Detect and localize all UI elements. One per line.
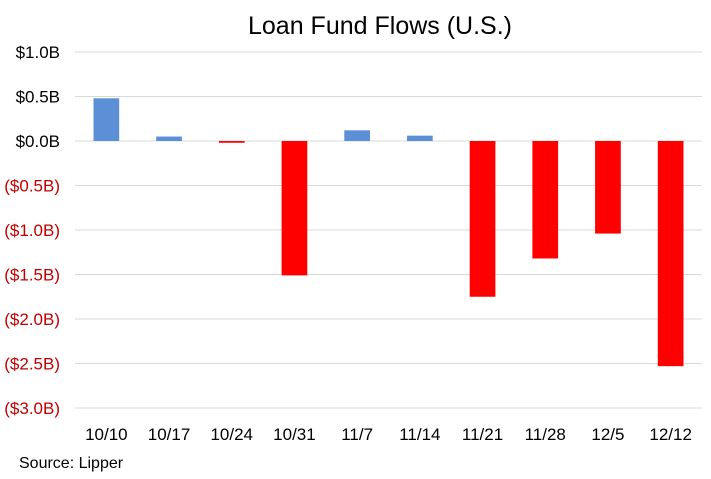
y-tick-label: ($2.0B) — [4, 310, 60, 329]
y-tick-label: $0.0B — [16, 132, 60, 151]
bar — [469, 141, 496, 297]
bar — [156, 136, 182, 141]
bar — [218, 141, 245, 143]
bar — [406, 135, 433, 141]
bar — [532, 141, 559, 259]
x-tick-label: 11/7 — [341, 425, 373, 444]
x-tick-label: 10/24 — [210, 425, 253, 444]
bar — [93, 98, 120, 141]
x-tick-label: 11/28 — [525, 425, 566, 444]
x-tick-label: 10/17 — [148, 425, 191, 444]
bar — [657, 141, 684, 367]
y-tick-label: ($1.0B) — [4, 221, 60, 240]
y-tick-label: $0.5B — [16, 88, 60, 107]
y-axis-tick-labels: $1.0B $0.5B $0.0B ($0.5B) ($1.0B) ($1.5B) ($2.… — [4, 43, 60, 418]
y-tick-label: ($0.5B) — [4, 177, 60, 196]
x-axis-tick-labels: 10/10 10/17 10/24 10/31 11/7 11/14 11/21 11/28 1… — [85, 425, 692, 444]
x-tick-label: 11/14 — [399, 425, 440, 444]
x-tick-label: 10/10 — [85, 425, 128, 444]
x-tick-label: 12/5 — [591, 425, 624, 444]
x-tick-label: 11/21 — [462, 425, 503, 444]
bar — [595, 141, 621, 234]
y-tick-label: ($3.0B) — [4, 399, 60, 418]
y-tick-label: $1.0B — [16, 43, 60, 62]
bars — [93, 98, 684, 367]
chart-title: Loan Fund Flows (U.S.) — [248, 12, 512, 40]
x-tick-label: 12/12 — [649, 425, 692, 444]
x-tick-label: 10/31 — [273, 425, 316, 444]
y-tick-label: ($1.5B) — [4, 266, 60, 285]
bar — [281, 141, 308, 276]
source-note: Source: Lipper — [19, 455, 124, 472]
y-tick-label: ($2.5B) — [4, 355, 60, 374]
bar — [344, 130, 371, 141]
